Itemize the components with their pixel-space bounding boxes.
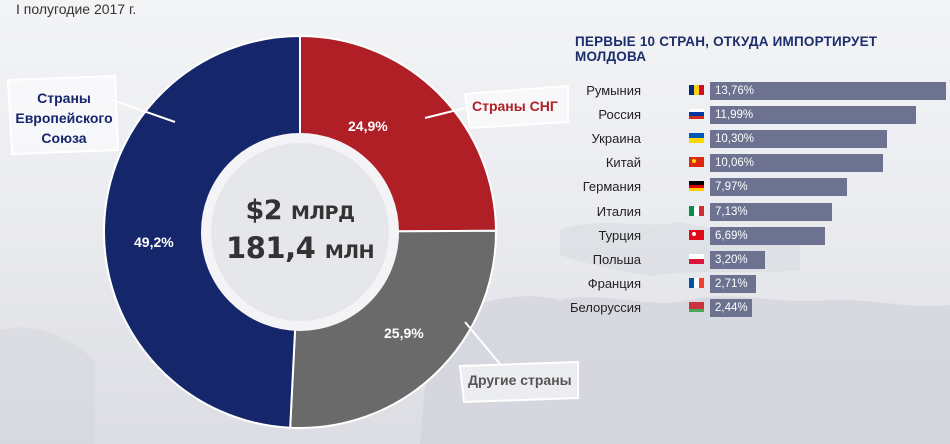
- bar-row: Россия 11,99%: [560, 105, 950, 125]
- callout-box-other: [458, 360, 579, 404]
- bar-value-label: 6,69%: [715, 229, 748, 242]
- period-label: I полугодие 2017 г.: [16, 1, 137, 17]
- bar-row: Германия 7,97%: [560, 177, 950, 197]
- flag-ukraine-icon: [689, 133, 704, 144]
- bar-value-label: 2,71%: [715, 277, 748, 290]
- bar-row: Румыния 13,76%: [560, 81, 950, 101]
- country-label: Китай: [605, 155, 641, 171]
- bar-row: Китай 10,06%: [560, 153, 950, 173]
- pct-label-other: 25,9%: [384, 325, 424, 341]
- bar-value-label: 10,06%: [715, 157, 755, 170]
- flag-belarus-icon: [689, 301, 704, 312]
- country-label: Белоруссия: [569, 299, 641, 315]
- bar-value-label: 11,99%: [715, 109, 754, 122]
- bar-value-label: 13,76%: [715, 85, 755, 97]
- leader-line-other: [464, 321, 501, 365]
- bar-row: Турция 6,69%: [560, 226, 950, 246]
- bar: [710, 82, 946, 100]
- country-label: Турция: [598, 227, 641, 243]
- bar-value-label: 3,20%: [715, 253, 748, 266]
- bar: [710, 226, 825, 245]
- callout-eu: Страны Европейского Союза: [14, 88, 114, 148]
- pct-label-eu: 49,2%: [134, 234, 174, 250]
- bar-value-label: 7,13%: [715, 205, 748, 218]
- callout-box-cis: [463, 84, 569, 130]
- bar: [710, 250, 765, 269]
- bar: [710, 298, 752, 317]
- bar: [710, 154, 883, 173]
- bar-row: Италия 7,13%: [560, 202, 950, 222]
- bar: [710, 106, 916, 125]
- pct-label-cis: 24,9%: [348, 118, 388, 134]
- total-millions-unit: МЛН: [324, 241, 375, 263]
- total-millions-value: 181,4: [226, 231, 316, 265]
- total-line-1: $2 МЛРД: [205, 194, 395, 230]
- total-billions-value: $2: [245, 195, 283, 226]
- bar-row: Украина 10,30%: [560, 129, 950, 149]
- country-label: Румыния: [586, 83, 641, 98]
- flag-romania-icon: [689, 85, 704, 95]
- country-label: Россия: [598, 107, 641, 123]
- callout-eu-line-3: Союза: [41, 130, 87, 146]
- flag-poland-icon: [689, 253, 704, 264]
- bar-value-label: 2,44%: [715, 301, 748, 314]
- country-label: Польша: [592, 251, 641, 267]
- bar-row: Франция 2,71%: [560, 274, 950, 294]
- callout-cis: Страны СНГ: [472, 98, 558, 114]
- callout-eu-line-2: Европейского: [15, 110, 113, 126]
- callout-eu-line-1: Страны: [37, 90, 91, 106]
- donut-center-total: $2 МЛРД 181,4 МЛН: [205, 194, 395, 270]
- callout-box-eu: [6, 74, 120, 156]
- bar-chart-title: ПЕРВЫЕ 10 СТРАН, ОТКУДА ИМПОРТИРУЕТ МОЛД…: [575, 34, 878, 64]
- total-line-2: 181,4 МЛН: [205, 230, 395, 270]
- leader-line-eu: [111, 99, 176, 123]
- bar-row: Белоруссия 2,44%: [560, 298, 950, 318]
- callout-other: Другие страны: [468, 372, 572, 388]
- flag-china-icon: [689, 157, 704, 168]
- country-label: Германия: [582, 179, 641, 195]
- donut-center-hole: [201, 133, 399, 331]
- bar: [710, 274, 757, 293]
- flag-italy-icon: [689, 205, 704, 216]
- flag-russia-icon: [689, 109, 704, 120]
- country-label: Франция: [587, 275, 641, 291]
- bar-value-label: 10,30%: [715, 133, 755, 146]
- total-billions-unit: МЛРД: [290, 202, 355, 224]
- flag-germany-icon: [689, 181, 704, 192]
- bar: [710, 130, 887, 149]
- bar-row: Польша 3,20%: [560, 250, 950, 270]
- bar: [710, 178, 847, 197]
- country-label: Италия: [596, 203, 641, 219]
- leader-line-cis: [424, 107, 466, 119]
- bar-value-label: 7,97%: [715, 181, 748, 194]
- bar: [710, 202, 833, 221]
- flag-france-icon: [689, 277, 704, 288]
- flag-turkey-icon: [689, 229, 704, 240]
- country-label: Украина: [591, 131, 642, 147]
